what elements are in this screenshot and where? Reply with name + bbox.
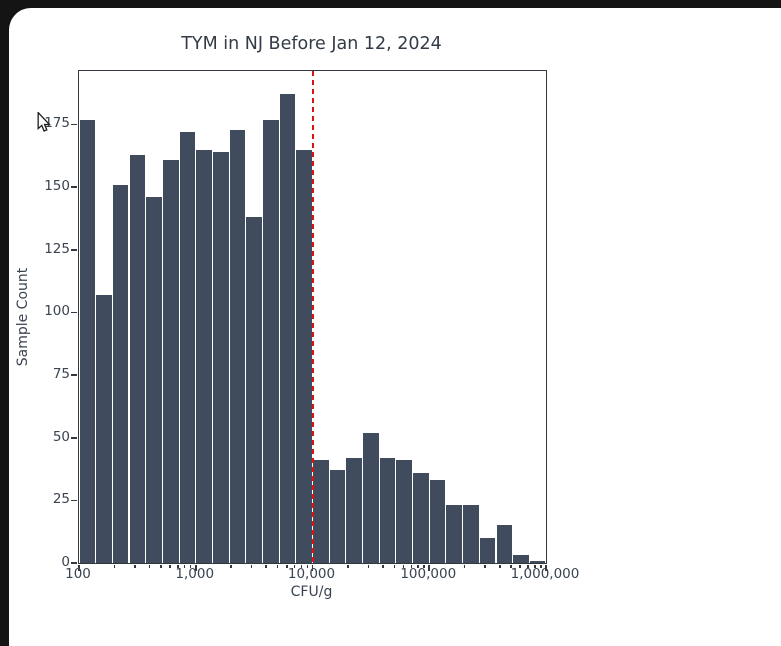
x-minor-tick-mark <box>417 564 419 568</box>
y-tick-label: 75 <box>52 366 70 383</box>
x-minor-tick-mark <box>230 564 232 568</box>
histogram-bar <box>396 460 413 563</box>
x-tick-mark <box>311 564 314 571</box>
x-minor-tick-mark <box>160 564 162 568</box>
x-minor-tick-mark <box>402 564 405 568</box>
x-tick-mark <box>545 564 547 571</box>
x-minor-tick-mark <box>276 564 279 568</box>
histogram-bar <box>313 460 329 563</box>
x-minor-tick-mark <box>113 564 116 568</box>
x-minor-tick-mark <box>540 564 542 568</box>
y-tick-label: 150 <box>44 178 70 195</box>
histogram-bar <box>479 537 496 563</box>
x-minor-tick-mark <box>423 564 425 568</box>
x-minor-tick-mark <box>510 564 512 568</box>
y-tick-label: 125 <box>44 240 70 257</box>
x-minor-tick-mark <box>527 564 529 568</box>
x-minor-tick-mark <box>534 564 536 568</box>
app-window: TYM in NJ Before Jan 12, 2024 Sample Cou… <box>9 8 781 646</box>
plot-area <box>71 70 547 571</box>
histogram-bar <box>196 149 212 563</box>
x-minor-tick-mark <box>484 564 486 568</box>
histogram-bar <box>246 217 262 563</box>
x-minor-tick-mark <box>519 564 522 568</box>
y-tick-mark <box>71 499 78 502</box>
y-tick-label: 100 <box>44 303 70 320</box>
x-minor-tick-mark <box>177 564 179 568</box>
x-minor-tick-mark <box>148 564 151 568</box>
histogram-bar <box>413 472 429 563</box>
y-tick-label: 50 <box>52 428 70 445</box>
histogram-bar <box>229 129 246 563</box>
x-minor-tick-mark <box>463 564 466 568</box>
y-tick-mark <box>71 436 78 439</box>
x-minor-tick-mark <box>498 564 501 568</box>
y-tick-mark <box>71 562 78 564</box>
mouse-cursor-icon <box>37 112 51 132</box>
histogram-bar <box>79 119 96 563</box>
x-tick-label: 1,000,000 <box>510 566 580 582</box>
x-minor-tick-mark <box>293 564 296 568</box>
x-minor-tick-mark <box>306 564 309 568</box>
histogram-bar <box>279 94 296 563</box>
histogram-bar <box>179 132 196 563</box>
x-tick-label: 100,000 <box>400 566 457 582</box>
x-minor-tick-mark <box>265 564 268 568</box>
x-tick-mark <box>194 564 197 571</box>
figure: TYM in NJ Before Jan 12, 2024 Sample Cou… <box>9 8 781 646</box>
x-minor-tick-mark <box>393 564 396 568</box>
x-tick-label: 100 <box>65 566 91 582</box>
histogram-bar <box>162 159 179 563</box>
histogram-bar <box>129 154 146 563</box>
histogram-bar <box>379 457 396 563</box>
histogram-bar <box>529 560 546 563</box>
x-axis-label: CFU/g <box>290 584 333 600</box>
histogram-bar <box>346 457 362 563</box>
x-minor-tick-mark <box>382 564 384 568</box>
histogram-bar <box>112 184 129 563</box>
x-tick-label: 1,000 <box>175 566 215 582</box>
x-minor-tick-mark <box>250 564 253 568</box>
histogram-bar <box>96 294 112 563</box>
x-minor-tick-mark <box>410 564 413 568</box>
y-tick-mark <box>71 123 78 126</box>
x-tick-mark <box>78 564 80 571</box>
y-tick-label: 0 <box>61 554 70 570</box>
x-minor-tick-mark <box>300 564 303 568</box>
x-minor-tick-mark <box>183 564 186 568</box>
histogram-bar <box>363 432 379 563</box>
x-minor-tick-mark <box>134 564 136 568</box>
x-minor-tick-mark <box>347 564 349 568</box>
histogram-bar <box>429 480 446 563</box>
threshold-line <box>311 71 314 563</box>
y-tick-mark <box>71 311 78 314</box>
histogram-bar <box>296 149 312 563</box>
y-tick-label: 25 <box>52 491 70 508</box>
histogram-bar <box>146 197 162 563</box>
histogram-bar <box>496 525 513 563</box>
chart-title: TYM in NJ Before Jan 12, 2024 <box>181 34 442 54</box>
histogram-bar <box>463 505 479 563</box>
x-minor-tick-mark <box>367 564 370 568</box>
histogram-bar <box>329 470 346 563</box>
y-tick-mark <box>71 248 78 251</box>
x-minor-tick-mark <box>189 564 192 568</box>
histogram-bar <box>446 505 463 563</box>
histogram-bar <box>263 119 279 563</box>
x-tick-label: 10,000 <box>287 566 336 582</box>
x-tick-mark <box>428 564 431 571</box>
y-tick-mark <box>71 374 78 376</box>
x-minor-tick-mark <box>169 564 171 568</box>
histogram-bar <box>513 555 529 563</box>
x-minor-tick-mark <box>285 564 288 568</box>
y-tick-mark <box>71 186 78 188</box>
histogram-bar <box>212 152 229 563</box>
y-tick-label: 175 <box>44 115 70 132</box>
